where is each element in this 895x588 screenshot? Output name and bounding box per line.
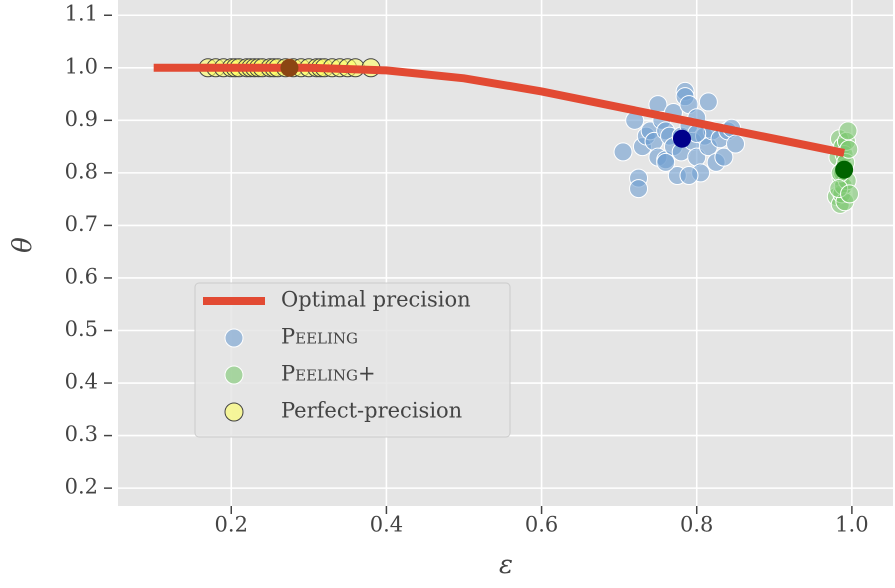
y-tick-label: 0.8 [65, 159, 98, 183]
y-axis-label: θ [8, 237, 38, 253]
y-tick-label: 0.7 [65, 212, 98, 236]
mean-point [835, 160, 854, 179]
y-tick-label: 0.6 [65, 264, 98, 288]
point [613, 142, 633, 162]
legend-swatch [224, 365, 244, 385]
mean-point [672, 129, 691, 148]
x-tick-label: 0.2 [215, 513, 248, 537]
legend-label: Perfect-precision [281, 399, 462, 423]
x-tick-label: 0.8 [680, 513, 713, 537]
point [679, 165, 699, 185]
legend-swatch [224, 328, 244, 348]
x-tick-label: 0.6 [525, 513, 558, 537]
legend-label: Optimal precision [281, 288, 471, 312]
mean-point [280, 58, 299, 77]
point [714, 147, 734, 167]
point [629, 179, 649, 199]
y-tick-label: 1.1 [65, 2, 98, 26]
x-tick-label: 0.4 [370, 513, 403, 537]
line [153, 63, 845, 157]
y-tick-label: 1.0 [65, 54, 98, 78]
y-tick-label: 0.5 [65, 317, 98, 341]
point [726, 134, 746, 154]
x-axis-label: ε [499, 550, 513, 580]
legend-label: Peeling [281, 325, 358, 349]
x-tick-label: 1.0 [835, 513, 868, 537]
marks [153, 58, 860, 214]
legend-box [194, 282, 511, 438]
point [838, 121, 858, 141]
y-tick-label: 0.3 [65, 422, 98, 446]
point [698, 92, 718, 112]
y-tick-label: 0.2 [65, 475, 98, 499]
y-tick-label: 0.4 [65, 370, 98, 394]
point [656, 152, 676, 172]
legend-label: Peeling+ [281, 362, 376, 386]
axes: 0.2 0.3 0.4 0.5 0.6 0.7 0.8 0.9 1.0 1.1 0.2 0.4 0.6 0… [65, 2, 869, 537]
legend: Optimal precision Peeling Peeling+ Perfect-… [194, 282, 511, 438]
legend-swatch [224, 402, 244, 422]
point [840, 184, 860, 204]
y-tick-label: 0.9 [65, 107, 98, 131]
